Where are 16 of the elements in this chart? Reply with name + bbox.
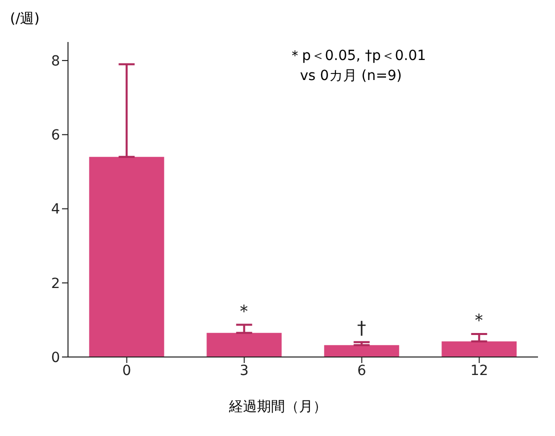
x-tick-label: 0 xyxy=(122,362,132,379)
x-tick-label: 3 xyxy=(240,362,249,379)
x-axis-title: 経過期間（月） xyxy=(228,398,328,416)
annotation: ＊p＜0.05, †p＜0.01 xyxy=(288,47,426,66)
y-tick-label: 2 xyxy=(51,276,60,292)
data-label: ＊ xyxy=(235,300,254,322)
x-tick-label: 12 xyxy=(470,362,488,379)
y-tick-label: 8 xyxy=(51,54,60,70)
y-tick-label: 6 xyxy=(51,128,60,144)
data-label: ＊ xyxy=(470,310,488,332)
x-tick-label: 6 xyxy=(357,362,366,379)
y-tick-label: 4 xyxy=(51,202,60,218)
y-axis-title: (/週) xyxy=(10,10,40,28)
annotation: vs 0カ月 (n=9) xyxy=(299,67,403,86)
y-tick-label: 0 xyxy=(51,350,60,366)
data-label: † xyxy=(357,318,366,340)
